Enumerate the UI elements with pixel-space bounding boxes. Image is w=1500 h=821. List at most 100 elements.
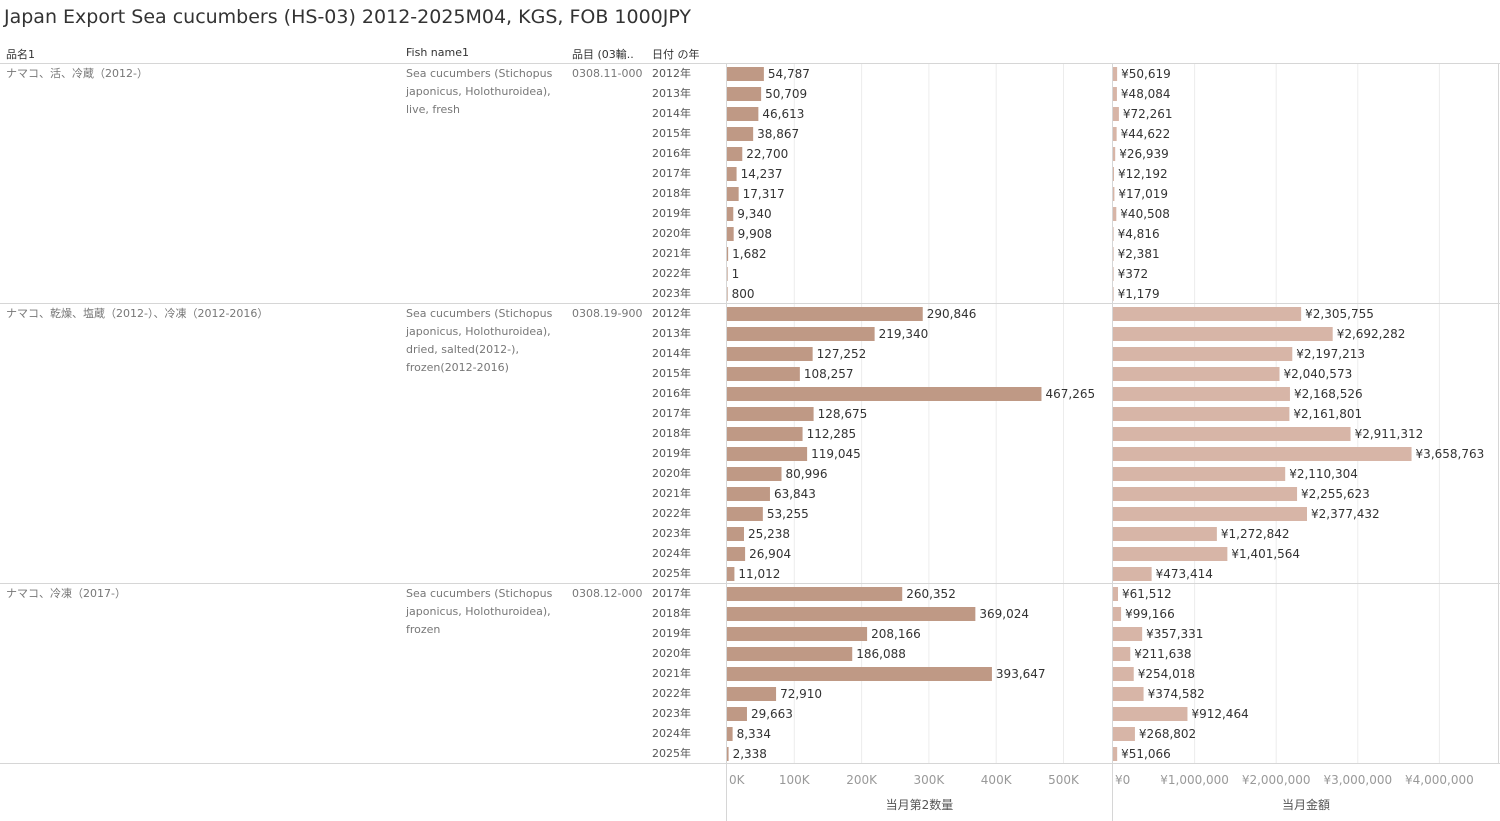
qty-bar[interactable] xyxy=(727,527,744,541)
qty-bar[interactable] xyxy=(727,167,737,181)
qty-bar[interactable] xyxy=(727,747,729,761)
value-bar[interactable] xyxy=(1113,607,1122,621)
qty-data-label: 8,334 xyxy=(737,727,771,741)
value-bar[interactable] xyxy=(1113,747,1118,761)
qty-bar[interactable] xyxy=(727,487,770,501)
value-bar[interactable] xyxy=(1113,267,1114,281)
value-data-label: ¥48,084 xyxy=(1121,87,1171,101)
qty-bar[interactable] xyxy=(727,267,728,281)
qty-data-label: 108,257 xyxy=(804,367,854,381)
header-product-name[interactable]: 品名1 xyxy=(6,48,35,61)
year-label: 2018年 xyxy=(652,427,691,440)
value-bar[interactable] xyxy=(1113,527,1217,541)
qty-data-label: 260,352 xyxy=(906,587,956,601)
value-bar[interactable] xyxy=(1113,647,1131,661)
value-bar[interactable] xyxy=(1113,627,1143,641)
qty-bar[interactable] xyxy=(727,427,803,441)
qty-bar[interactable] xyxy=(727,507,763,521)
qty-bar[interactable] xyxy=(727,627,868,641)
qty-bar[interactable] xyxy=(727,327,875,341)
header-item-code[interactable]: 品目 (03輸.. xyxy=(572,48,634,61)
qty-bar[interactable] xyxy=(727,727,733,741)
year-label: 2021年 xyxy=(652,247,691,260)
qty-data-label: 9,908 xyxy=(738,227,772,241)
value-bar[interactable] xyxy=(1113,407,1290,421)
qty-data-label: 208,166 xyxy=(871,627,921,641)
qty-bar[interactable] xyxy=(727,107,759,121)
qty-bar[interactable] xyxy=(727,387,1042,401)
qty-bar[interactable] xyxy=(727,127,754,141)
value-bar[interactable] xyxy=(1113,467,1286,481)
product-name-jp: ナマコ、冷凍（2017-） xyxy=(6,587,126,600)
qty-bar[interactable] xyxy=(727,447,808,461)
value-data-label: ¥61,512 xyxy=(1122,587,1172,601)
qty-bar[interactable] xyxy=(727,87,762,101)
value-bar[interactable] xyxy=(1113,687,1144,701)
qty-data-label: 290,846 xyxy=(927,307,977,321)
year-label: 2017年 xyxy=(652,407,691,420)
value-bar[interactable] xyxy=(1113,707,1188,721)
qty-bar[interactable] xyxy=(727,607,976,621)
value-data-label: ¥2,381 xyxy=(1118,247,1160,261)
value-bar[interactable] xyxy=(1113,487,1298,501)
value-bar[interactable] xyxy=(1113,367,1280,381)
value-bar[interactable] xyxy=(1113,327,1333,341)
qty-bar[interactable] xyxy=(727,587,903,601)
qty-bar[interactable] xyxy=(727,287,728,301)
value-bar[interactable] xyxy=(1113,167,1114,181)
qty-bar[interactable] xyxy=(727,547,746,561)
qty-bar[interactable] xyxy=(727,67,764,81)
year-label: 2018年 xyxy=(652,187,691,200)
qty-bar[interactable] xyxy=(727,407,814,421)
qty-bar[interactable] xyxy=(727,307,923,321)
value-bar[interactable] xyxy=(1113,587,1119,601)
value-bar[interactable] xyxy=(1113,87,1117,101)
value-data-label: ¥473,414 xyxy=(1156,567,1213,581)
year-label: 2023年 xyxy=(652,287,691,300)
value-bar[interactable] xyxy=(1113,67,1118,81)
value-bar[interactable] xyxy=(1113,347,1293,361)
year-label: 2012年 xyxy=(652,307,691,320)
value-bar[interactable] xyxy=(1113,287,1114,301)
value-bar[interactable] xyxy=(1113,667,1134,681)
value-bar[interactable] xyxy=(1113,107,1119,121)
header-year[interactable]: 日付 の年 xyxy=(652,48,700,61)
value-bar[interactable] xyxy=(1113,427,1351,441)
qty-bar[interactable] xyxy=(727,147,743,161)
value-bar[interactable] xyxy=(1113,447,1412,461)
value-bar[interactable] xyxy=(1113,727,1135,741)
qty-bar[interactable] xyxy=(727,647,853,661)
qty-bar[interactable] xyxy=(727,227,734,241)
value-bar[interactable] xyxy=(1113,207,1117,221)
value-bar[interactable] xyxy=(1113,247,1114,261)
value-bar[interactable] xyxy=(1113,127,1117,141)
qty-data-label: 219,340 xyxy=(879,327,929,341)
page-title: Japan Export Sea cucumbers (HS-03) 2012-… xyxy=(4,6,692,28)
qty-bar[interactable] xyxy=(727,567,735,581)
qty-data-label: 54,787 xyxy=(768,67,810,81)
qty-bar[interactable] xyxy=(727,467,782,481)
qty-bar[interactable] xyxy=(727,347,813,361)
year-label: 2021年 xyxy=(652,667,691,680)
value-data-label: ¥254,018 xyxy=(1138,667,1195,681)
value-bar[interactable] xyxy=(1113,307,1302,321)
header-fish-name[interactable]: Fish name1 xyxy=(406,46,469,59)
value-bar[interactable] xyxy=(1113,387,1290,401)
value-data-label: ¥2,040,573 xyxy=(1284,367,1353,381)
value-bar[interactable] xyxy=(1113,507,1307,521)
qty-bar[interactable] xyxy=(727,247,729,261)
qty-data-label: 11,012 xyxy=(738,567,780,581)
value-bar[interactable] xyxy=(1113,147,1116,161)
value-bar[interactable] xyxy=(1113,567,1152,581)
value-bar[interactable] xyxy=(1113,547,1228,561)
qty-bar[interactable] xyxy=(727,667,992,681)
qty-data-label: 72,910 xyxy=(780,687,822,701)
value-bar[interactable] xyxy=(1113,227,1114,241)
year-label: 2016年 xyxy=(652,387,691,400)
qty-bar[interactable] xyxy=(727,367,800,381)
qty-bar[interactable] xyxy=(727,687,777,701)
qty-bar[interactable] xyxy=(727,207,734,221)
qty-bar[interactable] xyxy=(727,707,747,721)
qty-bar[interactable] xyxy=(727,187,739,201)
value-bar[interactable] xyxy=(1113,187,1115,201)
